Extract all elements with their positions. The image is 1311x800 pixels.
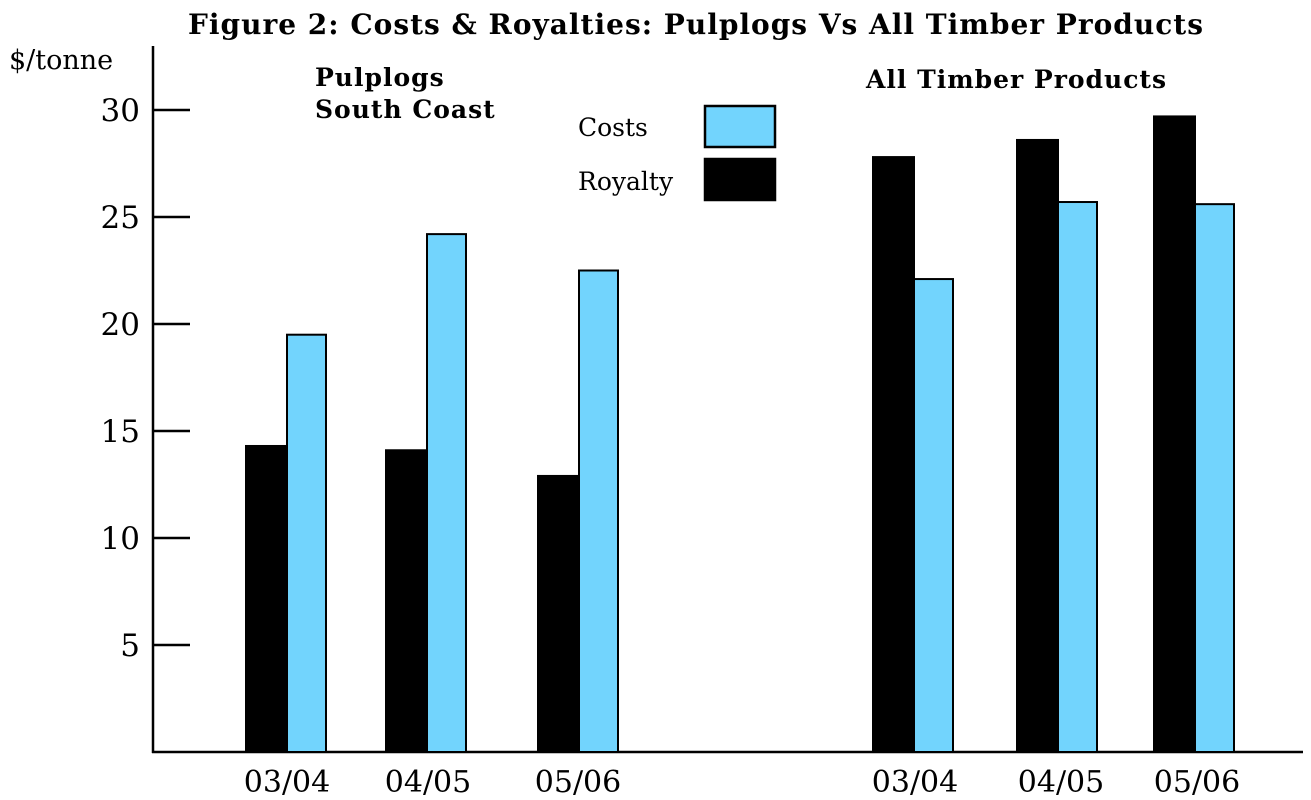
legend-label: Royalty: [578, 167, 674, 196]
y-tick-label: 20: [101, 307, 140, 343]
bar-royalty: [1016, 138, 1059, 753]
group-label: Pulplogs: [315, 63, 445, 92]
y-tick-label: 25: [101, 200, 140, 236]
bar-royalty: [872, 156, 915, 753]
legend-swatch: [703, 157, 777, 202]
bars: [245, 115, 1235, 754]
bar-costs: [426, 233, 467, 753]
bar-costs: [913, 278, 954, 753]
y-tick-label: 30: [101, 93, 140, 129]
x-category-label: 05/06: [535, 765, 621, 796]
bar-royalty: [1153, 115, 1196, 754]
x-category-label: 03/04: [244, 765, 330, 796]
x-category-label: 04/05: [385, 765, 471, 796]
x-category-label: 05/06: [1154, 765, 1240, 796]
x-category-label: 03/04: [872, 765, 958, 796]
bar-costs: [578, 269, 619, 753]
bar-royalty: [537, 474, 580, 753]
group-label: South Coast: [315, 95, 496, 124]
y-tick-label: 15: [101, 414, 140, 450]
axes: 5 10 15 20 25 30: [101, 46, 1303, 754]
legend: Costs Royalty: [578, 104, 777, 202]
y-tick-label: 5: [120, 628, 140, 664]
chart-title: Figure 2: Costs & Royalties: Pulplogs Vs…: [188, 8, 1204, 41]
group-label: All Timber Products: [865, 65, 1167, 94]
y-axis-unit-label: $/tonne: [9, 45, 113, 76]
y-tick-label: 10: [101, 521, 140, 557]
bar-costs: [286, 333, 327, 753]
legend-label: Costs: [578, 113, 648, 142]
labels: 03/04 04/05 05/06 Pulplogs South Coast 03/04 0…: [244, 63, 1240, 800]
bar-costs: [1057, 201, 1098, 753]
bar-royalty: [385, 449, 428, 753]
x-category-label: 04/05: [1018, 765, 1104, 796]
legend-swatch: [703, 104, 777, 149]
bar-costs: [1194, 203, 1235, 754]
bar-royalty: [245, 444, 288, 753]
